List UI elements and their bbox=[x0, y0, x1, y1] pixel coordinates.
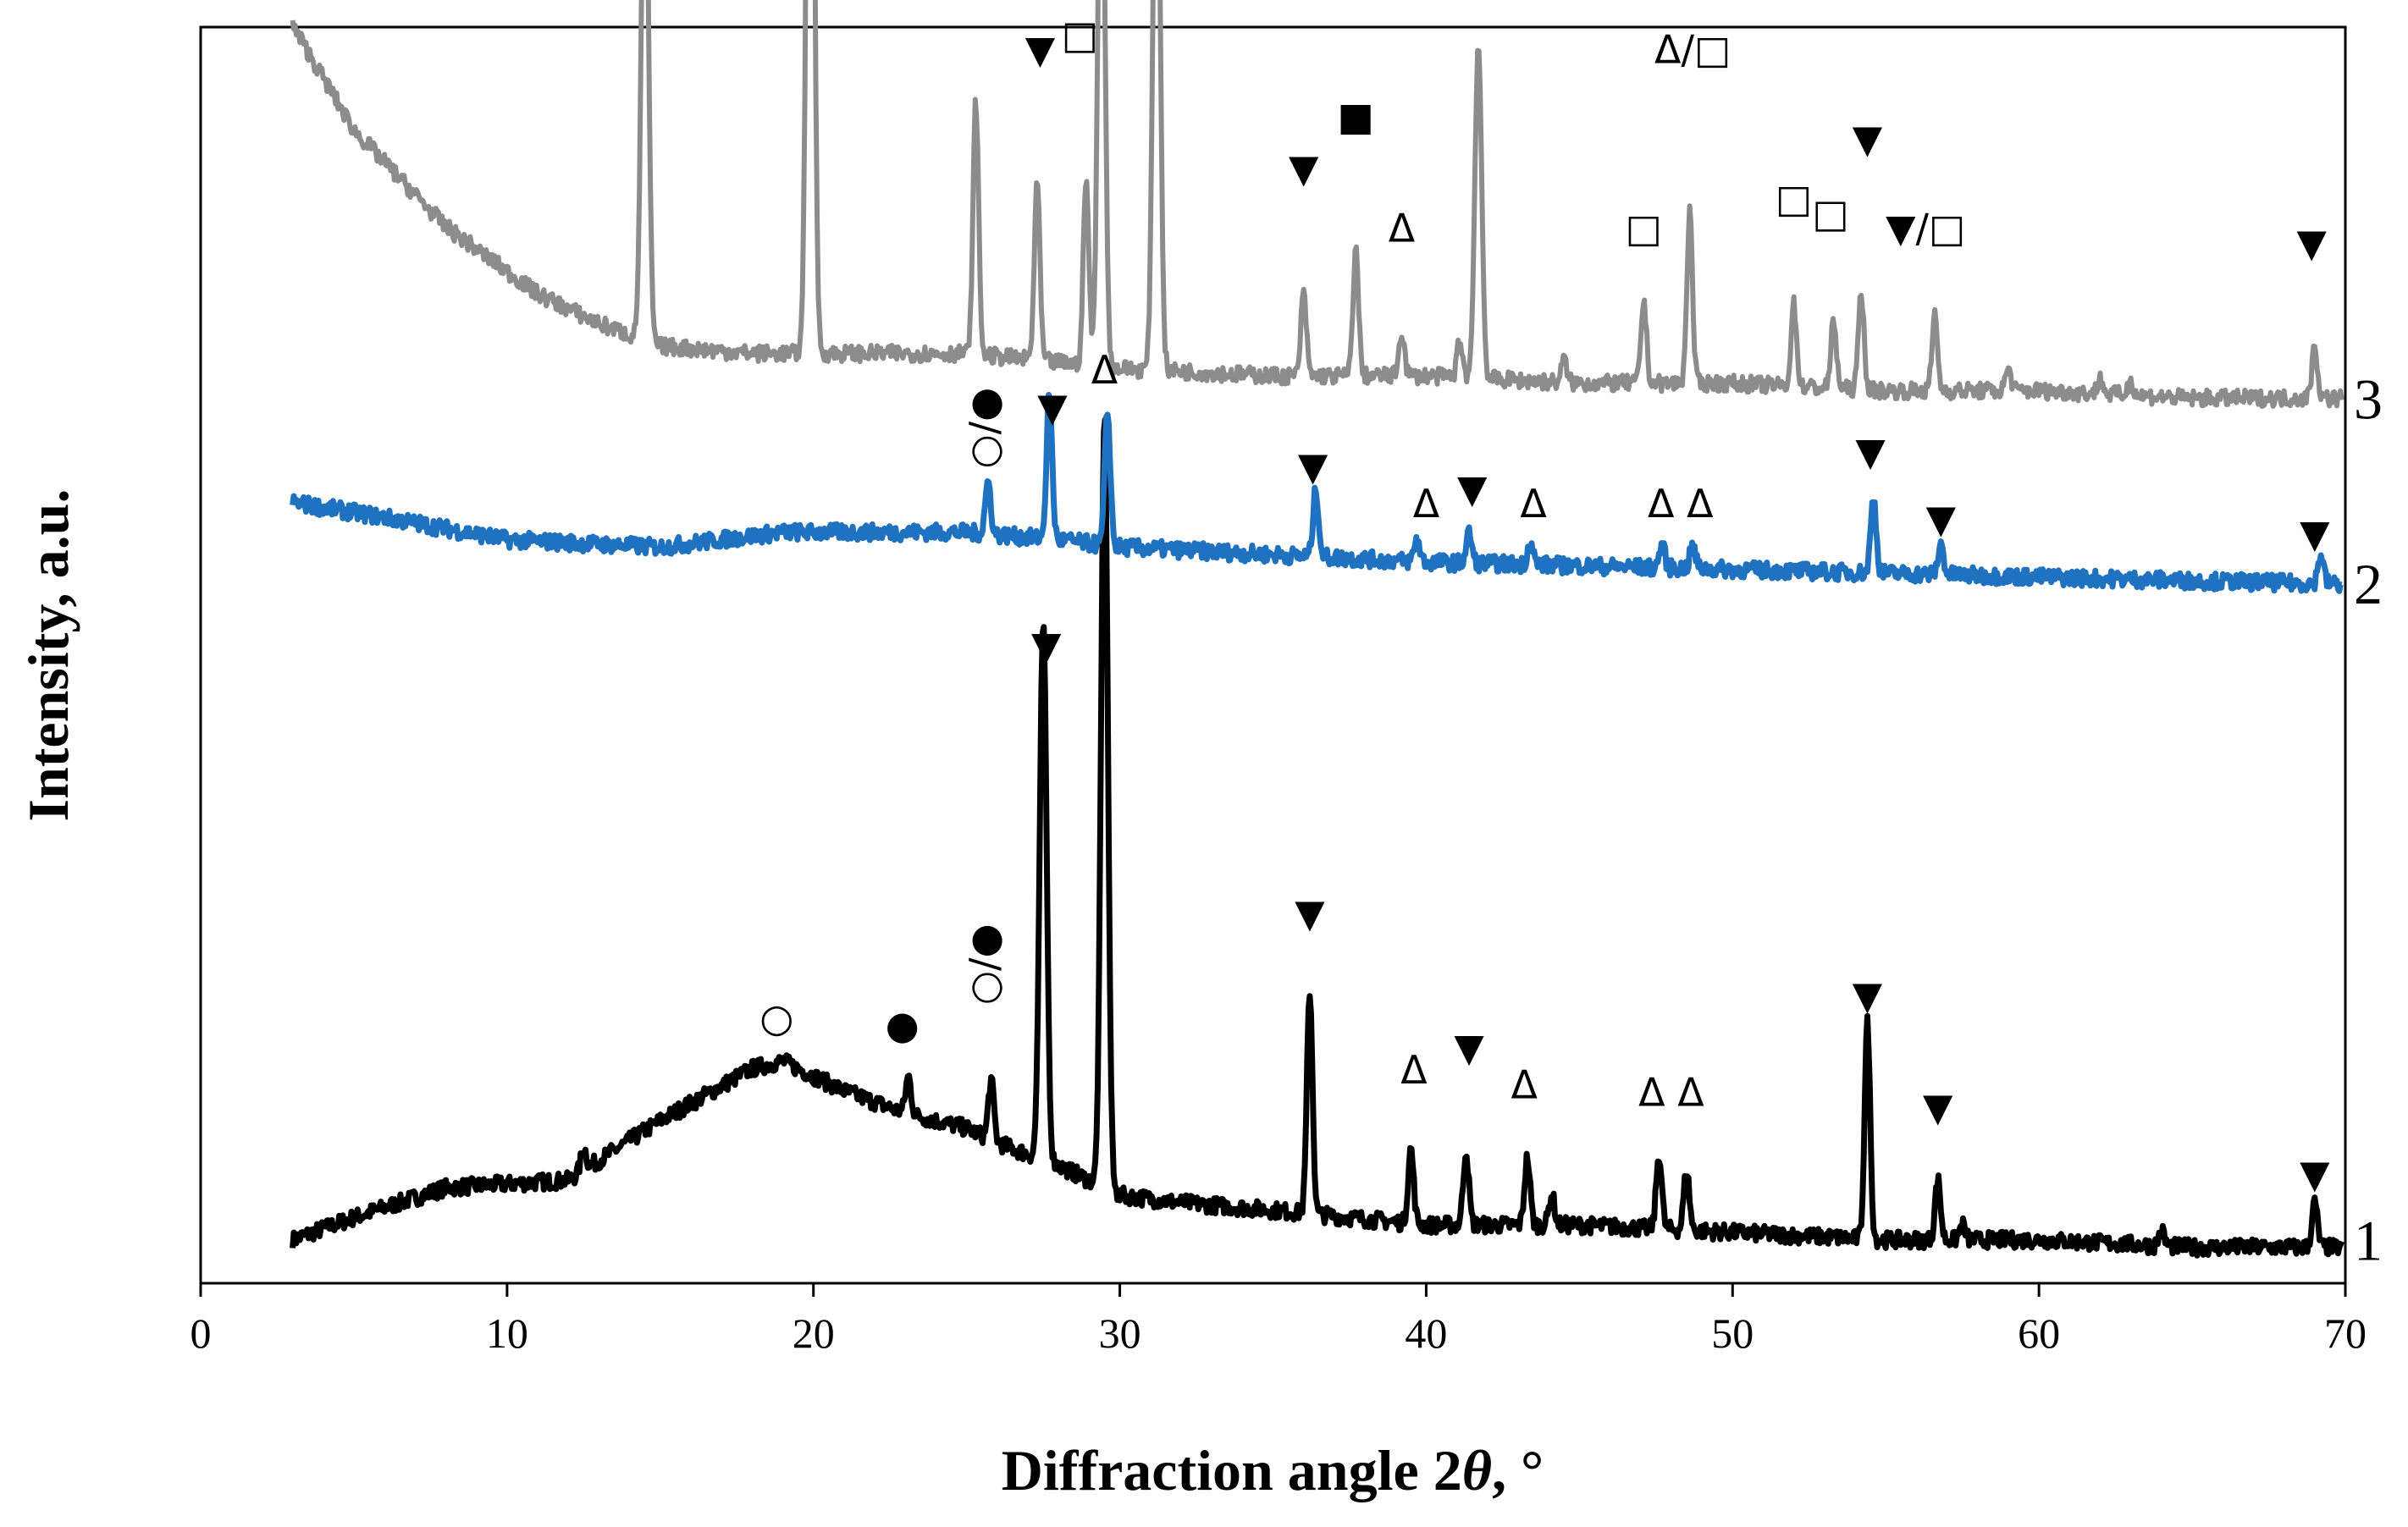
x-tick-label: 40 bbox=[1405, 1309, 1447, 1357]
x-axis-title-variable: θ bbox=[1462, 1438, 1492, 1502]
peak-marker: ▼ bbox=[1457, 466, 1488, 512]
peak-marker: ▼ bbox=[2300, 510, 2330, 556]
peak-marker: ▼ bbox=[1031, 622, 1062, 668]
peak-marker: □ bbox=[1062, 12, 1098, 58]
peak-annotations: ■■Δ/■■□▼□■■▼ΔΔ/□□□□▼▼/□▼Δ▼▼Δ▼ΔΔ Δ▼▼▼▼▼Δ▼… bbox=[759, 12, 2330, 1197]
peak-marker: Δ bbox=[1400, 1047, 1428, 1093]
peak-marker: Δ Δ bbox=[1648, 481, 1714, 526]
peak-marker: ▼ bbox=[2297, 220, 2328, 266]
peak-marker: ■ bbox=[1337, 94, 1373, 140]
peak-marker: Δ bbox=[1413, 481, 1440, 526]
peak-marker: ○ bbox=[759, 995, 793, 1040]
peak-marker: ▼ bbox=[1853, 116, 1883, 162]
series-1-label: 1 bbox=[2354, 1209, 2383, 1273]
peak-marker: ▼ bbox=[1025, 26, 1056, 72]
peak-marker: ▼ bbox=[1454, 1025, 1484, 1071]
peak-marker: ▼ bbox=[1289, 146, 1319, 191]
peak-marker: ○/● bbox=[961, 923, 1007, 1005]
peak-marker: ▼ bbox=[1298, 444, 1328, 489]
series-2-line bbox=[290, 392, 2344, 594]
peak-marker: ▼ bbox=[1923, 1084, 1953, 1130]
series-1-line bbox=[290, 416, 2344, 1259]
x-axis-title-prefix: Diffraction angle 2 bbox=[1002, 1438, 1462, 1502]
x-tick-label: 30 bbox=[1099, 1309, 1141, 1357]
peak-marker: Δ Δ bbox=[1638, 1069, 1704, 1115]
plot-frame bbox=[199, 25, 2347, 1285]
peak-marker: Δ bbox=[1511, 1062, 1538, 1108]
x-tick-label: 0 bbox=[191, 1309, 212, 1357]
peak-marker: Δ/□ bbox=[1654, 26, 1731, 72]
peak-marker: □ bbox=[1776, 175, 1812, 221]
x-axis-ticks: 0 10 20 30 40 50 60 70 bbox=[191, 1283, 2367, 1357]
series-3-line bbox=[290, 0, 2344, 410]
series-2-label: 2 bbox=[2354, 552, 2383, 616]
x-tick-label: 10 bbox=[486, 1309, 528, 1357]
series-3-label: 3 bbox=[2354, 367, 2383, 431]
x-tick-label: 20 bbox=[793, 1309, 835, 1357]
peak-marker: Δ bbox=[1520, 481, 1547, 526]
x-axis-title: Diffraction angle 2θ, ° bbox=[1002, 1438, 1544, 1502]
peak-marker: ▼ bbox=[1853, 973, 1883, 1018]
peak-marker: ▼/□ bbox=[1886, 206, 1965, 251]
peak-marker: □ bbox=[1812, 190, 1848, 236]
x-tick-label: 50 bbox=[1711, 1309, 1754, 1357]
series-labels: 1 2 3 bbox=[2354, 367, 2383, 1272]
peak-marker: Δ bbox=[1389, 206, 1416, 251]
series-layer bbox=[290, 0, 2344, 1259]
x-tick-label: 60 bbox=[2018, 1309, 2060, 1357]
peak-marker: ▼ bbox=[1855, 429, 1886, 475]
peak-marker: ▼ bbox=[1926, 496, 1957, 542]
peak-marker: ▼ bbox=[1295, 890, 1325, 936]
peak-marker: □ bbox=[1626, 206, 1662, 251]
peak-marker: ▼ bbox=[1037, 384, 1068, 430]
peak-marker: ▼ bbox=[2300, 1151, 2330, 1197]
y-axis-title: Intensity, a.u. bbox=[16, 489, 80, 822]
peak-marker: Δ bbox=[1091, 347, 1118, 393]
x-axis-title-suffix: , ° bbox=[1492, 1438, 1544, 1502]
plot-area bbox=[199, 25, 2347, 1285]
x-tick-label: 70 bbox=[2324, 1309, 2367, 1357]
peak-marker: ○/● bbox=[961, 388, 1007, 469]
peak-marker: ● bbox=[886, 1002, 920, 1048]
